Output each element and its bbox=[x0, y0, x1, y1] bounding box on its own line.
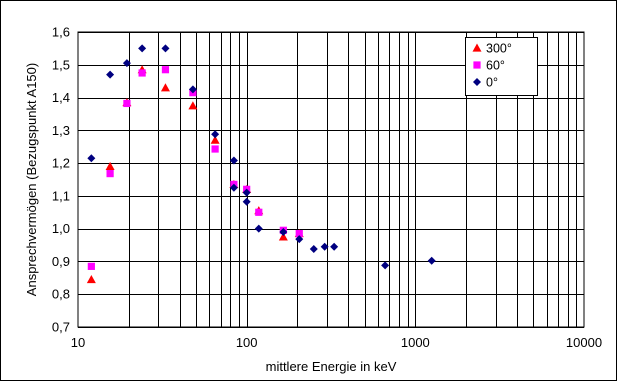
x-axis-title: mittlere Energie in keV bbox=[266, 359, 397, 374]
diamond-data-point bbox=[242, 197, 251, 206]
diamond-data-point bbox=[138, 44, 147, 53]
y-tick-label: 0,8 bbox=[52, 287, 70, 302]
legend-label: 300° bbox=[486, 42, 512, 56]
x-tick-label: 10 bbox=[71, 335, 85, 350]
x-tick-label: 100 bbox=[236, 335, 258, 350]
diamond-data-point bbox=[211, 130, 220, 139]
diamond-data-point bbox=[161, 44, 170, 53]
grid-lines bbox=[78, 32, 584, 328]
triangle-data-point bbox=[160, 83, 170, 92]
legend-marker-square bbox=[473, 61, 481, 69]
square-data-point bbox=[138, 69, 146, 77]
diamond-data-point bbox=[87, 154, 96, 163]
legend: 300° 60° 0° bbox=[465, 37, 538, 96]
x-tick-labels: 10 100 1000 10000 bbox=[71, 335, 602, 350]
diamond-data-point bbox=[381, 261, 390, 270]
square-data-point bbox=[295, 229, 303, 238]
triangle-data-point bbox=[86, 274, 96, 284]
diamond-data-point bbox=[229, 183, 238, 192]
diamond-data-point bbox=[122, 59, 131, 68]
diamond-data-point bbox=[427, 256, 436, 265]
y-tick-label: 1,5 bbox=[52, 57, 70, 72]
legend-marker-diamond bbox=[473, 78, 481, 86]
y-tick-label: 1,4 bbox=[52, 90, 70, 105]
y-tick-label: 1,2 bbox=[52, 156, 70, 171]
x-tick-label: 10000 bbox=[566, 335, 602, 350]
diamond-data-point bbox=[279, 227, 288, 236]
diamond-data-point bbox=[106, 70, 115, 79]
square-data-point bbox=[106, 170, 114, 178]
y-tick-label: 1,0 bbox=[52, 221, 70, 236]
plot-border bbox=[77, 31, 585, 328]
triangle-data-point bbox=[278, 232, 288, 241]
diamond-data-point bbox=[295, 235, 304, 244]
diamond-data-point bbox=[242, 188, 251, 197]
series-diamond bbox=[87, 44, 436, 270]
diamond-data-point bbox=[254, 224, 263, 233]
legend-marker-triangle bbox=[472, 43, 482, 52]
square-data-point bbox=[87, 262, 95, 270]
diamond-data-point bbox=[330, 242, 339, 251]
triangle-data-point bbox=[188, 101, 198, 110]
y-axis-title: Ansprechvermögen (Bezugspunkt A150) bbox=[24, 63, 39, 296]
diamond-data-point bbox=[309, 244, 318, 253]
triangle-data-point bbox=[105, 161, 115, 170]
y-tick-label: 1,1 bbox=[52, 188, 70, 203]
y-tick-label: 0,9 bbox=[52, 254, 70, 269]
diamond-data-point bbox=[320, 242, 329, 251]
square-data-point bbox=[255, 208, 263, 216]
diamond-data-point bbox=[229, 156, 238, 165]
y-tick-label: 0,7 bbox=[52, 320, 70, 335]
diamond-data-point bbox=[188, 85, 197, 94]
data-points bbox=[86, 44, 436, 284]
x-tick-label: 1000 bbox=[401, 335, 430, 350]
legend-label: 0° bbox=[486, 76, 498, 90]
y-tick-labels: 0,7 0,8 0,9 1,0 1,1 1,2 1,3 1,4 1,5 1,6 bbox=[52, 25, 70, 335]
triangle-data-point bbox=[210, 135, 220, 144]
y-tick-label: 1,3 bbox=[52, 123, 70, 138]
y-tick-label: 1,6 bbox=[52, 25, 70, 40]
square-data-point bbox=[123, 99, 131, 108]
legend-label: 60° bbox=[486, 59, 505, 73]
square-data-point bbox=[211, 145, 219, 153]
square-data-point bbox=[161, 66, 170, 74]
